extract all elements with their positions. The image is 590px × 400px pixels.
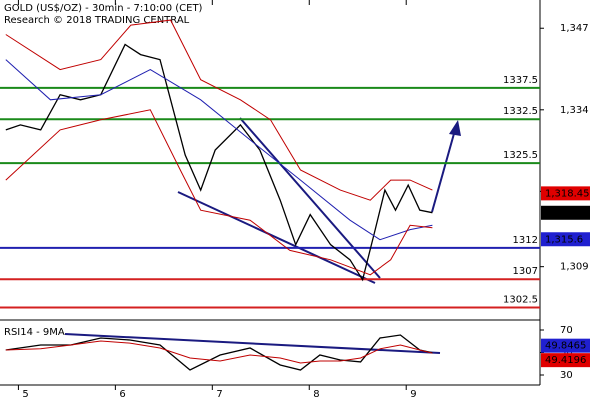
- price-tag-label: 49.4196: [545, 355, 586, 366]
- forecast-arrowhead: [449, 120, 461, 136]
- y-tick-label: 50: [560, 348, 573, 359]
- level-label: 1302.5: [503, 294, 538, 305]
- y-tick-label: 1,347: [560, 23, 589, 34]
- x-tick-label: 9: [410, 389, 416, 400]
- x-tick-label: 6: [119, 389, 125, 400]
- price-tag-label: 49.8465: [545, 341, 586, 352]
- y-tick-label: 30: [560, 370, 573, 381]
- level-label: 1307: [513, 266, 538, 277]
- level-label: 1325.5: [503, 150, 538, 161]
- y-tick-label: 70: [560, 325, 573, 336]
- price-tag: [541, 353, 590, 368]
- series-line: [5, 340, 433, 364]
- price-tag-label: 1,317.59: [545, 208, 590, 219]
- price-tag: [541, 338, 590, 353]
- series-line: [5, 334, 433, 371]
- series-line: [5, 109, 433, 276]
- level-label: 1337.5: [503, 75, 538, 86]
- x-tick-label: 5: [22, 389, 28, 400]
- x-tick-label: 8: [313, 389, 319, 400]
- series-line: [5, 43, 433, 282]
- level-label: 1332.5: [503, 106, 538, 117]
- chart-subtitle: Research © 2018 TRADING CENTRAL: [4, 15, 190, 26]
- price-tag: [541, 232, 590, 247]
- y-tick-label: 1,309: [560, 262, 589, 273]
- chart-title: GOLD (US$/OZ) - 30min - 7:10:00 (CET): [4, 3, 203, 14]
- series-line: [5, 59, 433, 241]
- y-tick-label: 1,334: [560, 105, 589, 116]
- x-tick-label: 7: [216, 389, 222, 400]
- series-line: [5, 19, 433, 201]
- trend-line: [239, 117, 381, 279]
- price-tag: [541, 186, 590, 201]
- price-tag: [541, 205, 590, 220]
- forecast-arrow: [431, 129, 456, 213]
- price-tag-label: 1,318.45: [545, 188, 590, 199]
- level-label: 1312: [513, 235, 538, 246]
- rsi-title: RSI14 - 9MA: [4, 327, 65, 338]
- trend-line: [177, 191, 376, 284]
- price-tag-label: 1,315.6: [545, 234, 583, 245]
